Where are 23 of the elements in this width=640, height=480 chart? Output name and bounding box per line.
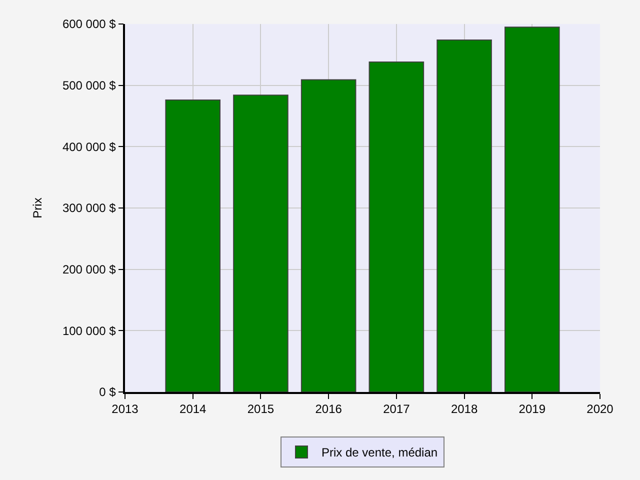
x-tick-label: 2020 bbox=[586, 402, 614, 416]
x-tick-label: 2014 bbox=[180, 402, 207, 416]
bar bbox=[504, 26, 560, 392]
x-tick-label: 2016 bbox=[315, 402, 342, 416]
x-tick-label: 2015 bbox=[247, 402, 274, 416]
y-tick-label: 0 $ bbox=[99, 385, 116, 400]
x-tick-label: 2013 bbox=[112, 402, 139, 416]
y-tick-label: 500 000 $ bbox=[62, 78, 116, 93]
x-tick-label: 2017 bbox=[383, 402, 410, 416]
y-axis-title: Prix bbox=[30, 198, 44, 218]
x-tick-label: 2018 bbox=[450, 402, 478, 416]
y-tick-label: 300 000 $ bbox=[62, 201, 116, 216]
bar bbox=[300, 79, 356, 392]
bar bbox=[233, 94, 288, 392]
legend-label: Prix de vente, médian bbox=[322, 446, 438, 460]
y-tick-label: 100 000 $ bbox=[62, 324, 116, 338]
x-tick-label: 2019 bbox=[518, 402, 546, 416]
y-tick-label: 600 000 $ bbox=[62, 17, 116, 32]
bar bbox=[368, 62, 424, 392]
bar bbox=[165, 100, 220, 392]
bar bbox=[436, 39, 492, 392]
y-tick-label: 200 000 $ bbox=[62, 262, 116, 277]
y-tick-label: 400 000 $ bbox=[62, 140, 116, 154]
